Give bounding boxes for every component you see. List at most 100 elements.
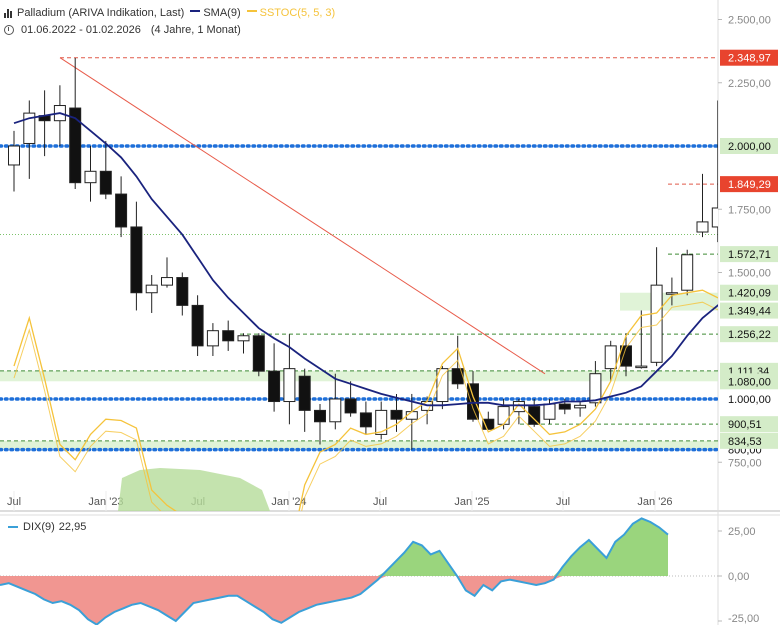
clock-icon (4, 24, 14, 35)
price-labels: 2.000,001.000,00800,002.348,971.849,291.… (720, 49, 778, 458)
price-label: 1.572,71 (728, 249, 771, 261)
instrument-title: Palladium (ARIVA Indikation, Last) (17, 6, 185, 19)
dix-line (0, 517, 669, 625)
y-tick-label: 2.250,00 (728, 78, 771, 90)
sma-line (13, 112, 718, 407)
candle (497, 406, 510, 425)
candle (467, 383, 479, 420)
dix-legend-swatch (8, 526, 18, 528)
indicator-lines (13, 112, 718, 511)
candle (268, 370, 281, 403)
sma-legend-label: SMA(9) (203, 6, 241, 19)
price-label: 1.420,09 (728, 288, 771, 300)
dix-positive-area (0, 518, 668, 576)
hlines (0, 57, 718, 452)
candle (115, 193, 128, 228)
candle (359, 412, 372, 428)
candle (482, 418, 495, 430)
dix-y-tick-label: 0,00 (728, 571, 749, 583)
x-tick-label: Jul (7, 496, 21, 508)
indicator-header: DIX(9) 22,95 (8, 521, 86, 533)
candle (99, 170, 112, 195)
candle (436, 368, 449, 403)
candles (8, 57, 718, 450)
y-tick-label: 2.500,00 (728, 15, 771, 27)
candle (574, 404, 587, 409)
price-label: 834,53 (728, 436, 762, 448)
dix-y-tick-label: -25,00 (728, 613, 759, 625)
sstoc-line (13, 289, 718, 511)
price-label-bg (720, 246, 778, 263)
x-tick-label: Jul (373, 496, 387, 508)
y-tick-label: 750,00 (728, 457, 762, 469)
candle (512, 401, 525, 413)
candle (237, 335, 250, 342)
price-label-bg (720, 416, 778, 433)
candle (314, 409, 326, 423)
support-zone (0, 370, 718, 382)
candle (604, 345, 617, 370)
candle (84, 170, 97, 184)
candle (130, 226, 143, 294)
chart-header: Palladium (ARIVA Indikation, Last) SMA(9… (4, 4, 335, 38)
x-tick-label: Jan '24 (271, 496, 306, 508)
x-tick-label: Jan '23 (88, 496, 123, 508)
price-label: 900,51 (728, 419, 762, 431)
support-zone (620, 292, 718, 311)
price-label: 2.348,97 (728, 53, 771, 65)
price-label: 1.000,00 (728, 394, 771, 406)
price-label-bg (720, 302, 778, 319)
candle (161, 277, 173, 286)
price-label-bg (720, 432, 778, 449)
candle (589, 373, 602, 404)
candle (283, 368, 296, 403)
candle (206, 330, 219, 347)
sstoc-legend-label: SSTOC(5, 5, 3) (259, 6, 336, 19)
candle (298, 375, 311, 411)
candle (681, 254, 694, 291)
y-axis: 2.500,00 2.250,00 1.750,00 1.500,00 750,00 (718, 15, 771, 469)
price-label-bg (720, 326, 778, 343)
candle (665, 292, 678, 295)
zones (0, 292, 718, 511)
candle (191, 304, 204, 347)
candle (620, 345, 632, 367)
price-label: 2.000,00 (728, 141, 771, 153)
candle (711, 207, 718, 228)
dix-y-tick-label: 25,00 (728, 526, 756, 538)
candle (145, 284, 158, 294)
candle (635, 365, 648, 369)
candle (390, 409, 403, 420)
x-tick-label: Jul (556, 496, 570, 508)
date-range: 01.06.2022 - 01.02.2026 (21, 23, 141, 36)
price-label: 1.256,22 (728, 329, 771, 341)
dix-value: 22,95 (58, 521, 87, 533)
trend-line (59, 57, 546, 375)
candle (252, 335, 265, 372)
candle (650, 284, 663, 363)
oversold-zone (118, 468, 270, 511)
x-tick-label: Jan '25 (454, 496, 489, 508)
candle (176, 277, 189, 306)
price-label-bg (720, 373, 778, 390)
candle (528, 406, 541, 425)
candle (69, 107, 82, 184)
dix-panel: 25,00 0,00 -25,00 (0, 517, 759, 625)
support-zone (0, 440, 718, 450)
price-label: 1.080,00 (728, 376, 771, 388)
price-label: 1.349,44 (728, 306, 771, 318)
trend-group (59, 57, 546, 375)
price-label: 1.849,29 (728, 179, 771, 191)
candle (344, 398, 357, 414)
price-label-bg (720, 49, 778, 66)
candle (558, 403, 571, 410)
chart-bars-icon (4, 8, 12, 18)
price-label-bg (720, 176, 778, 193)
candle (375, 409, 388, 435)
candle (696, 221, 709, 233)
price-label-bg (720, 138, 778, 154)
sstoc-signal-line (13, 301, 718, 511)
candle (543, 403, 556, 420)
